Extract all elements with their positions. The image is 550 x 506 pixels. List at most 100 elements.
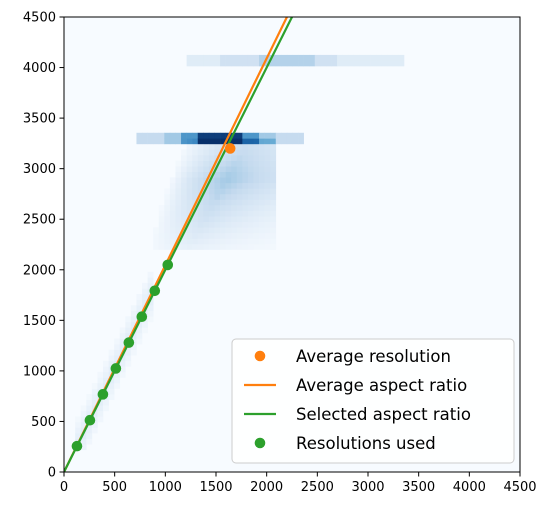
series-points xyxy=(71,143,236,452)
heatmap-cell xyxy=(270,193,277,200)
heatmap-cell xyxy=(270,205,277,211)
heatmap-cell xyxy=(192,138,199,145)
heatmap-cell xyxy=(370,60,377,67)
heatmap-cell xyxy=(242,205,249,211)
heatmap-cell xyxy=(392,60,399,67)
heatmap-cell xyxy=(197,132,204,139)
heatmap-cell xyxy=(247,193,254,200)
x-tick-label: 3500 xyxy=(402,480,435,495)
heatmap-cell xyxy=(225,171,232,178)
heatmap-cell xyxy=(247,177,254,184)
heatmap-cell xyxy=(147,132,154,139)
heatmap-cell xyxy=(225,177,232,184)
x-tick-label: 2000 xyxy=(250,480,283,495)
heatmap-cell xyxy=(220,232,226,239)
heatmap-cell xyxy=(181,160,187,167)
heatmap-cell xyxy=(270,182,277,189)
heatmap-cell xyxy=(169,232,176,239)
heatmap-cell xyxy=(192,227,199,234)
heatmap-cell xyxy=(231,138,238,145)
heatmap-cell xyxy=(169,199,176,206)
heatmap-cell xyxy=(236,193,243,200)
heatmap-cell xyxy=(169,243,176,250)
heatmap-cell xyxy=(259,193,265,200)
heatmap-cell xyxy=(231,54,238,61)
heatmap-cell xyxy=(203,193,210,200)
heatmap-cell xyxy=(164,188,171,195)
heatmap-cell xyxy=(220,199,226,206)
heatmap-cell xyxy=(214,54,221,61)
heatmap-cell xyxy=(114,349,121,356)
heatmap-cell xyxy=(270,160,277,167)
heatmap-cell xyxy=(398,60,405,67)
heatmap-cell xyxy=(169,193,176,200)
heatmap-cell xyxy=(264,199,271,206)
heatmap-cell xyxy=(242,232,249,239)
heatmap-cell xyxy=(242,143,249,150)
heatmap-cell xyxy=(270,60,277,67)
heatmap-cell xyxy=(253,60,260,67)
heatmap-cell xyxy=(253,182,260,189)
heatmap-cell xyxy=(236,188,243,195)
heatmap-cell xyxy=(181,171,187,178)
heatmap-cell xyxy=(242,210,249,217)
heatmap-cell xyxy=(225,205,232,211)
heatmap-cell xyxy=(259,160,265,167)
heatmap-cell xyxy=(247,60,254,67)
legend-box xyxy=(231,338,515,464)
x-tick-label: 3000 xyxy=(351,480,384,495)
heatmap-cell xyxy=(381,60,388,67)
heatmap-cell xyxy=(181,132,187,139)
heatmap-cell xyxy=(80,433,87,439)
heatmap-cell xyxy=(91,399,98,406)
heatmap-cell xyxy=(197,199,204,206)
heatmap-cell xyxy=(147,271,154,278)
heatmap-cell xyxy=(164,243,171,250)
heatmap-cell xyxy=(214,166,221,172)
heatmap-cell xyxy=(192,171,199,178)
heatmap-cell xyxy=(197,143,204,150)
heatmap-cell xyxy=(186,182,193,189)
heatmap-cell xyxy=(247,221,254,228)
heatmap-cell xyxy=(376,60,382,67)
heatmap-cell xyxy=(236,216,243,223)
heatmap-cell xyxy=(80,438,87,445)
heatmap-cell xyxy=(337,54,343,61)
heatmap-cell xyxy=(97,371,104,378)
heatmap-cell xyxy=(203,210,210,217)
heatmap-cell xyxy=(264,227,271,234)
heatmap-cell xyxy=(119,355,126,362)
heatmap-cell xyxy=(119,338,126,345)
heatmap-cell xyxy=(264,132,271,139)
heatmap-cell xyxy=(197,216,204,223)
heatmap-cell xyxy=(169,138,176,145)
heatmap-cell xyxy=(197,60,204,67)
heatmap-cell xyxy=(158,210,165,217)
heatmap-cell xyxy=(136,299,143,306)
heatmap-cell xyxy=(270,177,277,184)
heatmap-cell xyxy=(236,243,243,250)
heatmap-cell xyxy=(253,132,260,139)
heatmap-cell xyxy=(119,332,126,339)
heatmap-cell xyxy=(259,138,265,145)
heatmap-cell xyxy=(175,166,182,172)
heatmap-cell xyxy=(125,327,132,334)
heatmap-cell xyxy=(264,166,271,172)
heatmap-cell xyxy=(231,238,238,245)
x-tick-label: 4000 xyxy=(453,480,486,495)
heatmap-cell xyxy=(242,238,249,245)
heatmap-cell xyxy=(236,54,243,61)
heatmap-cell xyxy=(103,399,109,406)
heatmap-cell xyxy=(270,155,277,161)
heatmap-cell xyxy=(181,166,187,172)
heatmap-cell xyxy=(247,132,254,139)
heatmap-cell xyxy=(231,199,238,206)
heatmap-cell xyxy=(253,155,260,161)
heatmap-cell xyxy=(175,227,182,234)
heatmap-cell xyxy=(214,232,221,239)
heatmap-cell xyxy=(164,193,171,200)
heatmap-cell xyxy=(130,332,137,339)
heatmap-cell xyxy=(208,143,215,150)
heatmap-cell xyxy=(186,188,193,195)
x-tick-label: 500 xyxy=(102,480,127,495)
